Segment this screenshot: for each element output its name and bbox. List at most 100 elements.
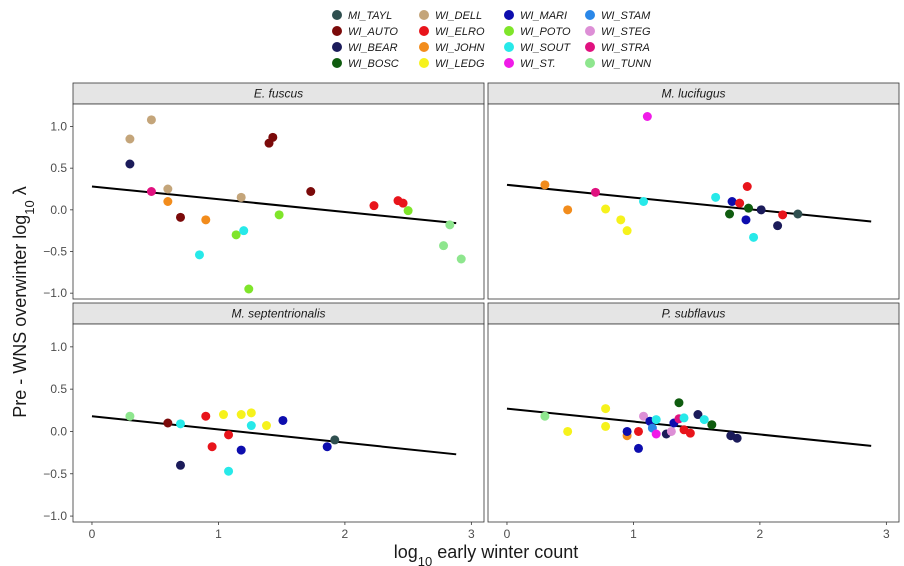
data-point [163,184,173,194]
data-point [563,426,573,436]
trend-line [506,407,872,447]
data-point [175,460,185,470]
legend-label: WI_ELRO [435,26,485,38]
legend-item: WI_ELRO [419,26,485,38]
legend-swatch [419,10,429,20]
panel: E. fuscus 1.0 0.5 0.0 −0.5 −1.0 [43,82,485,300]
data-point [207,442,217,452]
legend-swatch [585,42,595,52]
legend-item: WI_SOUT [504,42,571,54]
data-point [175,212,185,222]
legend-label: WI_MARI [520,10,567,22]
data-point [236,410,246,420]
data-point [674,398,684,408]
legend-label: WI_LEDG [435,58,485,70]
y-axis-title-symbol: λ [10,186,30,195]
data-point [239,226,249,236]
y-axis-title: Pre - WNS overwinter log10 λ [10,186,37,418]
data-point [601,204,611,214]
legend-swatch [332,42,342,52]
legend-swatch [585,58,595,68]
y-tick-label: 1.0 [50,340,67,354]
data-point [201,411,211,421]
x-tick-label: 0 [504,527,511,541]
data-point [306,187,316,196]
data-point [236,445,246,455]
data-point [163,418,173,428]
y-tick-label: 0.5 [50,382,67,396]
legend-swatch [419,42,429,52]
y-axis-title-main: Pre - WNS overwinter log [10,215,30,418]
legend-swatch [504,26,514,36]
y-tick-label: −0.5 [43,467,67,481]
data-point [732,433,742,443]
legend-swatch [332,26,342,36]
panel-title: P. subflavus [662,307,726,321]
data-point [540,411,550,421]
data-point [622,226,632,236]
data-point [741,215,751,225]
panel-plot-area [72,103,485,300]
data-point [439,241,449,251]
legend-swatch [504,58,514,68]
panel: M. septentrionalis 1.0 0.5 0.0 −0.5 −1.0 0 1 2 3 [43,302,485,541]
legend-swatch [504,10,514,20]
data-point [642,112,652,121]
data-point [244,284,254,294]
legend-swatch [419,26,429,36]
data-point [666,426,676,436]
panel-title: M. septentrionalis [231,307,325,321]
x-tick-label: 1 [215,527,222,541]
legend-swatch [419,58,429,68]
data-point [274,210,284,220]
data-point [744,203,754,213]
y-tick-label: −1.0 [43,286,67,300]
y-tick-label: 0.5 [50,161,67,175]
data-point [231,230,241,240]
x-axis-title-main: log [394,542,418,562]
data-point [693,410,703,420]
data-point [163,197,173,206]
panel: M. lucifugus [487,82,900,300]
legend-item: WI_STEG [585,26,651,38]
x-tick-label: 1 [630,527,637,541]
data-point [246,421,256,431]
legend-swatch [332,58,342,68]
legend: MI_TAYL WI_AUTO WI_BEAR WI_BOSC WI_DELL WI_EL… [332,10,651,70]
x-tick-label: 2 [757,527,764,541]
data-point [616,215,626,225]
data-point [633,443,643,453]
data-point [685,428,695,438]
legend-item: WI_POTO [504,26,571,38]
data-point [679,413,689,423]
data-point [651,429,661,439]
legend-label: WI_DELL [435,10,482,22]
data-point [125,411,135,421]
legend-item: WI_AUTO [332,26,398,38]
data-point [622,426,632,436]
y-axis-title-subscript: 10 [22,200,37,214]
data-point [330,435,340,445]
legend-swatch [585,10,595,20]
data-point [699,415,709,425]
legend-label: WI_STRA [601,42,650,54]
data-point [322,442,332,452]
data-point [125,159,135,169]
data-point [707,420,717,430]
data-point [639,197,649,206]
data-point [125,134,135,144]
trend-line [91,415,457,456]
data-point [224,430,234,440]
panel-plot-area [487,103,900,300]
data-point [175,419,185,429]
legend-item: WI_DELL [419,10,482,22]
legend-label: WI_SOUT [520,42,571,54]
data-point [563,205,573,215]
data-point [278,415,288,425]
legend-label: WI_STEG [601,26,651,38]
legend-item: WI_BOSC [332,58,399,70]
y-tick-label: 0.0 [50,203,67,217]
panel-plot-area [72,323,485,523]
